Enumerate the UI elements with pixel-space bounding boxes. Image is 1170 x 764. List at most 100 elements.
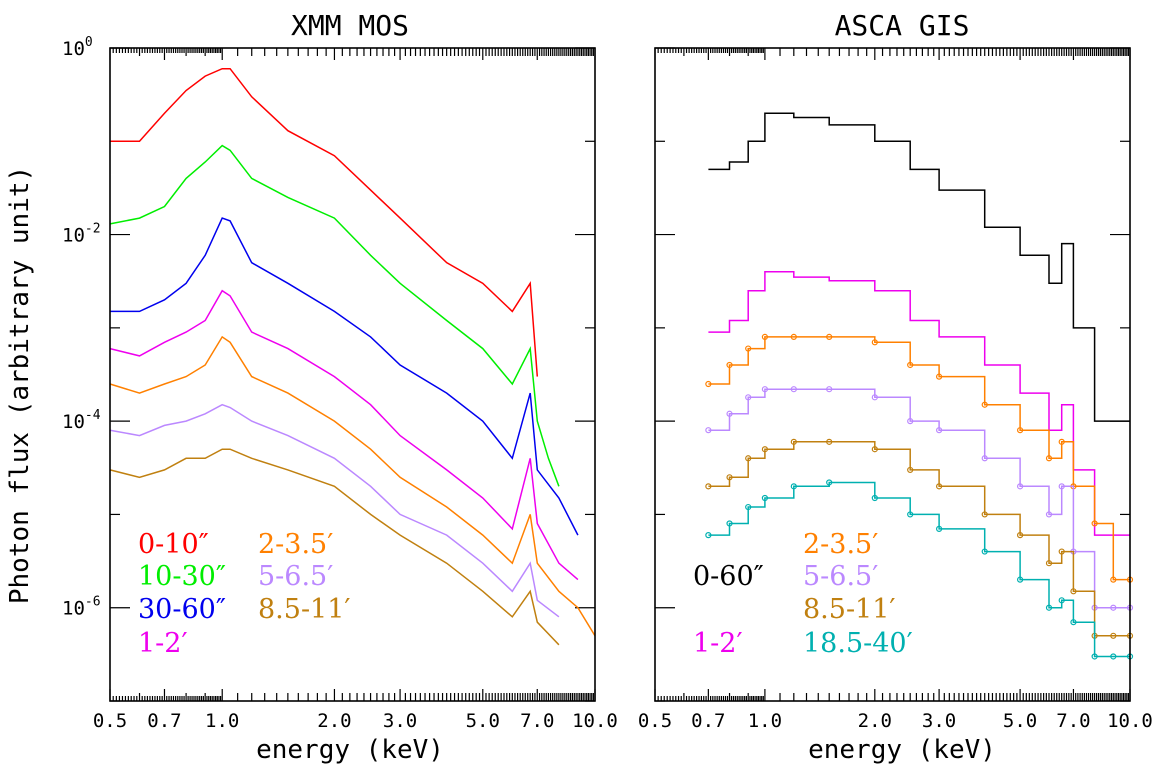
series-line — [110, 217, 579, 536]
data-point — [1091, 653, 1098, 660]
data-point — [705, 532, 712, 539]
legend-entry: 1-2′ — [138, 628, 188, 659]
series-line — [708, 336, 1130, 581]
series-group — [705, 112, 1134, 660]
legend-entry: 8.5-11′ — [803, 594, 896, 625]
y-axis-label: Photon flux (arbitrary unit) — [5, 166, 35, 604]
data-point — [790, 438, 797, 445]
x-tick-label: 10.0 — [572, 710, 618, 732]
data-point — [761, 446, 769, 453]
data-point — [871, 394, 878, 401]
data-point — [1045, 511, 1053, 518]
series-line — [109, 335, 596, 637]
data-point — [1058, 483, 1065, 490]
legend-entry: 10-30″ — [138, 561, 226, 592]
legend: 0-60″ 1-2′ 2-3.5′5-6.5′8.5-11′18.5-40′ — [693, 529, 913, 659]
x-tick-label: 5.0 — [1003, 710, 1037, 732]
data-point — [871, 494, 878, 502]
data-point — [1045, 560, 1053, 567]
legend-entry: 5-6.5′ — [258, 561, 333, 592]
x-tick-label: 3.0 — [922, 710, 956, 732]
y-tick-label: 10-4 — [62, 408, 101, 433]
data-point — [1070, 619, 1077, 626]
data-point — [981, 548, 988, 555]
data-point — [1058, 438, 1065, 445]
data-point — [726, 361, 733, 369]
legend-entry: 1-2′ — [693, 628, 743, 659]
plot-frame — [109, 47, 596, 702]
x-tick-label: 10.0 — [1107, 710, 1153, 732]
data-point — [935, 373, 943, 380]
y-tick-label: 10-2 — [62, 222, 101, 247]
legend-entry: 0-60″ — [693, 561, 764, 592]
data-point — [981, 511, 988, 518]
series-line — [708, 441, 1130, 637]
data-point — [790, 386, 797, 393]
legend-entry: 2-3.5′ — [803, 529, 878, 560]
series-line — [109, 289, 579, 581]
panel-xmm-mos: XMM MOS Photon flux (arbitrary unit) ene… — [5, 9, 618, 764]
x-tick-label: 3.0 — [383, 710, 417, 732]
data-point — [871, 446, 878, 453]
data-point — [935, 427, 943, 434]
data-point — [907, 418, 914, 425]
x-tick-label: 1.0 — [748, 710, 782, 732]
data-point — [745, 455, 752, 462]
legend-entry: 18.5-40′ — [803, 628, 913, 659]
data-point — [705, 483, 712, 490]
x-tick-label: 0.5 — [93, 710, 127, 732]
legend: 0-10″10-30″30-60″1-2′ 2-3.5′5-6.5′8.5-11′ — [138, 529, 351, 659]
data-point — [981, 455, 988, 462]
data-point — [705, 427, 712, 434]
data-point — [745, 394, 752, 401]
legend-entry: 2-3.5′ — [258, 529, 333, 560]
data-point — [1016, 576, 1024, 583]
data-point — [826, 479, 833, 486]
data-point — [790, 483, 797, 490]
data-point — [1016, 427, 1024, 434]
data-point — [1110, 653, 1117, 660]
series-line — [708, 270, 1130, 536]
x-tick-label: 0.7 — [691, 710, 725, 732]
x-tick-label: 2.0 — [317, 710, 351, 732]
series-line — [708, 112, 1130, 422]
x-tick-label: 0.5 — [638, 710, 672, 732]
data-point — [1045, 604, 1053, 611]
data-point — [826, 438, 833, 445]
data-point — [726, 520, 733, 527]
legend-entry: 5-6.5′ — [803, 561, 878, 592]
legend-entry: 8.5-11′ — [258, 594, 351, 625]
panel-title: ASCA GIS — [835, 9, 970, 42]
x-axis-label: energy (keV) — [256, 735, 444, 764]
x-tick-label: 5.0 — [466, 710, 500, 732]
data-point — [826, 386, 833, 393]
series-line — [109, 403, 560, 618]
series-line — [109, 144, 560, 487]
panel-asca-gis: ASCA GIS energy (keV) 0.5 0.7 1.0 2.0 3.0 5.0… — [638, 9, 1153, 764]
series-line — [110, 67, 539, 377]
series-group — [109, 67, 596, 646]
data-point — [705, 380, 712, 388]
panel-title: XMM MOS — [291, 9, 409, 42]
x-tick-label: 7.0 — [520, 710, 554, 732]
legend-entry: 0-10″ — [138, 529, 209, 560]
data-point — [1110, 604, 1117, 611]
data-point — [1110, 632, 1117, 639]
data-point — [790, 333, 797, 340]
data-point — [871, 339, 878, 346]
data-point — [761, 386, 769, 393]
data-point — [761, 333, 769, 340]
data-point — [981, 401, 988, 408]
x-tick-label: 2.0 — [858, 710, 892, 732]
data-point — [745, 503, 752, 511]
data-point — [907, 361, 914, 369]
y-tick-label: 100 — [62, 35, 93, 60]
x-tick-label: 1.0 — [205, 710, 239, 732]
data-point — [826, 333, 833, 340]
data-point — [745, 345, 752, 352]
data-point — [1045, 455, 1053, 462]
x-tick-label: 7.0 — [1056, 710, 1090, 732]
data-point — [935, 483, 943, 490]
data-point — [1058, 597, 1065, 604]
data-point — [726, 474, 733, 481]
